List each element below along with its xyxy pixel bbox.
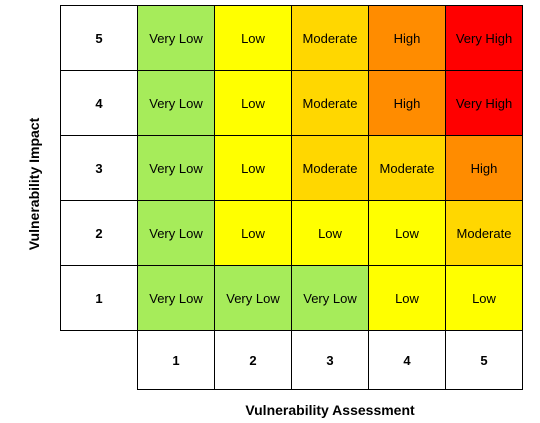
risk-cell: High bbox=[368, 5, 446, 71]
risk-cell: Low bbox=[445, 265, 523, 331]
assessment-label: 4 bbox=[368, 330, 446, 390]
risk-cell: Very Low bbox=[214, 265, 292, 331]
risk-cell: Moderate bbox=[291, 135, 369, 201]
risk-cell: High bbox=[445, 135, 523, 201]
matrix-row: 5 Very Low Low Moderate High Very High bbox=[60, 5, 523, 71]
matrix-row: 1 Very Low Very Low Very Low Low Low bbox=[60, 265, 523, 331]
matrix-row: 3 Very Low Low Moderate Moderate High bbox=[60, 135, 523, 201]
risk-cell: Low bbox=[291, 200, 369, 266]
assessment-label: 1 bbox=[137, 330, 215, 390]
assessment-label: 3 bbox=[291, 330, 369, 390]
impact-label: 3 bbox=[60, 135, 138, 201]
impact-label: 5 bbox=[60, 5, 138, 71]
risk-grid: 5 Very Low Low Moderate High Very High 4 Very L… bbox=[60, 5, 523, 390]
matrix-row: 2 Very Low Low Low Low Moderate bbox=[60, 200, 523, 266]
risk-cell: Moderate bbox=[445, 200, 523, 266]
risk-cell: Low bbox=[368, 200, 446, 266]
risk-cell: Very Low bbox=[137, 70, 215, 136]
matrix-row: 4 Very Low Low Moderate High Very High bbox=[60, 70, 523, 136]
risk-cell: Very Low bbox=[137, 5, 215, 71]
impact-label: 1 bbox=[60, 265, 138, 331]
risk-cell: Very Low bbox=[291, 265, 369, 331]
assessment-label: 2 bbox=[214, 330, 292, 390]
risk-cell: Moderate bbox=[291, 70, 369, 136]
y-axis-title: Vulnerability Impact bbox=[26, 117, 42, 251]
risk-cell: Very High bbox=[445, 70, 523, 136]
risk-cell: High bbox=[368, 70, 446, 136]
risk-cell: Very Low bbox=[137, 200, 215, 266]
risk-cell: Very High bbox=[445, 5, 523, 71]
risk-cell: Very Low bbox=[137, 135, 215, 201]
risk-cell: Moderate bbox=[291, 5, 369, 71]
risk-cell: Low bbox=[214, 135, 292, 201]
corner-blank bbox=[60, 330, 138, 390]
risk-cell: Low bbox=[214, 70, 292, 136]
risk-cell: Very Low bbox=[137, 265, 215, 331]
risk-cell: Moderate bbox=[368, 135, 446, 201]
risk-cell: Low bbox=[214, 5, 292, 71]
x-axis-title: Vulnerability Assessment bbox=[245, 402, 415, 418]
impact-label: 4 bbox=[60, 70, 138, 136]
risk-cell: Low bbox=[214, 200, 292, 266]
risk-cell: Low bbox=[368, 265, 446, 331]
assessment-label: 5 bbox=[445, 330, 523, 390]
impact-label: 2 bbox=[60, 200, 138, 266]
